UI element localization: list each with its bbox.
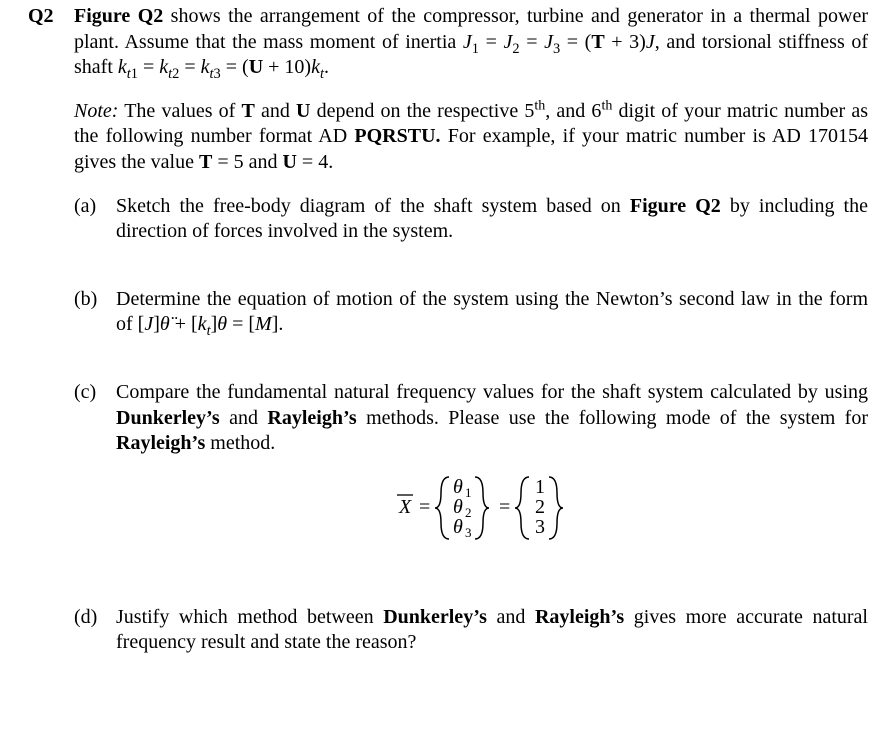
part-a: (a) Sketch the free-body diagram of the … xyxy=(74,194,868,245)
svg-text:θ: θ xyxy=(453,516,463,538)
parts-row: (a) Sketch the free-body diagram of the … xyxy=(28,194,868,656)
question-body: Figure Q2 shows the arrangement of the c… xyxy=(74,4,868,194)
part-c: (c) Compare the fundamental natural freq… xyxy=(74,380,868,545)
part-text: Determine the equation of motion of the … xyxy=(116,287,868,338)
mode-shape-equation: X = θ1 θ2 θ3 xyxy=(387,471,597,545)
svg-text:3: 3 xyxy=(465,525,472,540)
svg-text:θ: θ xyxy=(453,496,463,518)
svg-text:1: 1 xyxy=(535,476,545,498)
part-text: Justify which method between Dunkerley’s… xyxy=(116,605,868,656)
parts-column: (a) Sketch the free-body diagram of the … xyxy=(74,194,868,656)
svg-text:=: = xyxy=(419,496,430,518)
svg-text:2: 2 xyxy=(465,505,472,520)
part-label: (b) xyxy=(74,287,116,313)
note-paragraph: Note: The values of T and U depend on th… xyxy=(74,99,868,176)
intro-paragraph: Figure Q2 shows the arrangement of the c… xyxy=(74,4,868,81)
part-c-text: Compare the fundamental natural frequenc… xyxy=(116,381,868,454)
svg-text:3: 3 xyxy=(535,516,545,538)
part-d: (d) Justify which method between Dunkerl… xyxy=(74,605,868,656)
question-header-row: Q2 Figure Q2 shows the arrangement of th… xyxy=(28,4,868,194)
svg-text:=: = xyxy=(499,496,510,518)
svg-text:1: 1 xyxy=(465,485,472,500)
part-text: Sketch the free-body diagram of the shaf… xyxy=(116,194,868,245)
equation-block: X = θ1 θ2 θ3 xyxy=(116,471,868,545)
part-label: (c) xyxy=(74,380,116,406)
question-number: Q2 xyxy=(28,4,74,30)
part-b: (b) Determine the equation of motion of … xyxy=(74,287,868,338)
part-text: Compare the fundamental natural frequenc… xyxy=(116,380,868,545)
svg-text:2: 2 xyxy=(535,496,545,518)
part-label: (d) xyxy=(74,605,116,631)
page: Q2 Figure Q2 shows the arrangement of th… xyxy=(0,0,896,666)
svg-text:X: X xyxy=(398,496,412,518)
part-label: (a) xyxy=(74,194,116,220)
svg-text:θ: θ xyxy=(453,476,463,498)
